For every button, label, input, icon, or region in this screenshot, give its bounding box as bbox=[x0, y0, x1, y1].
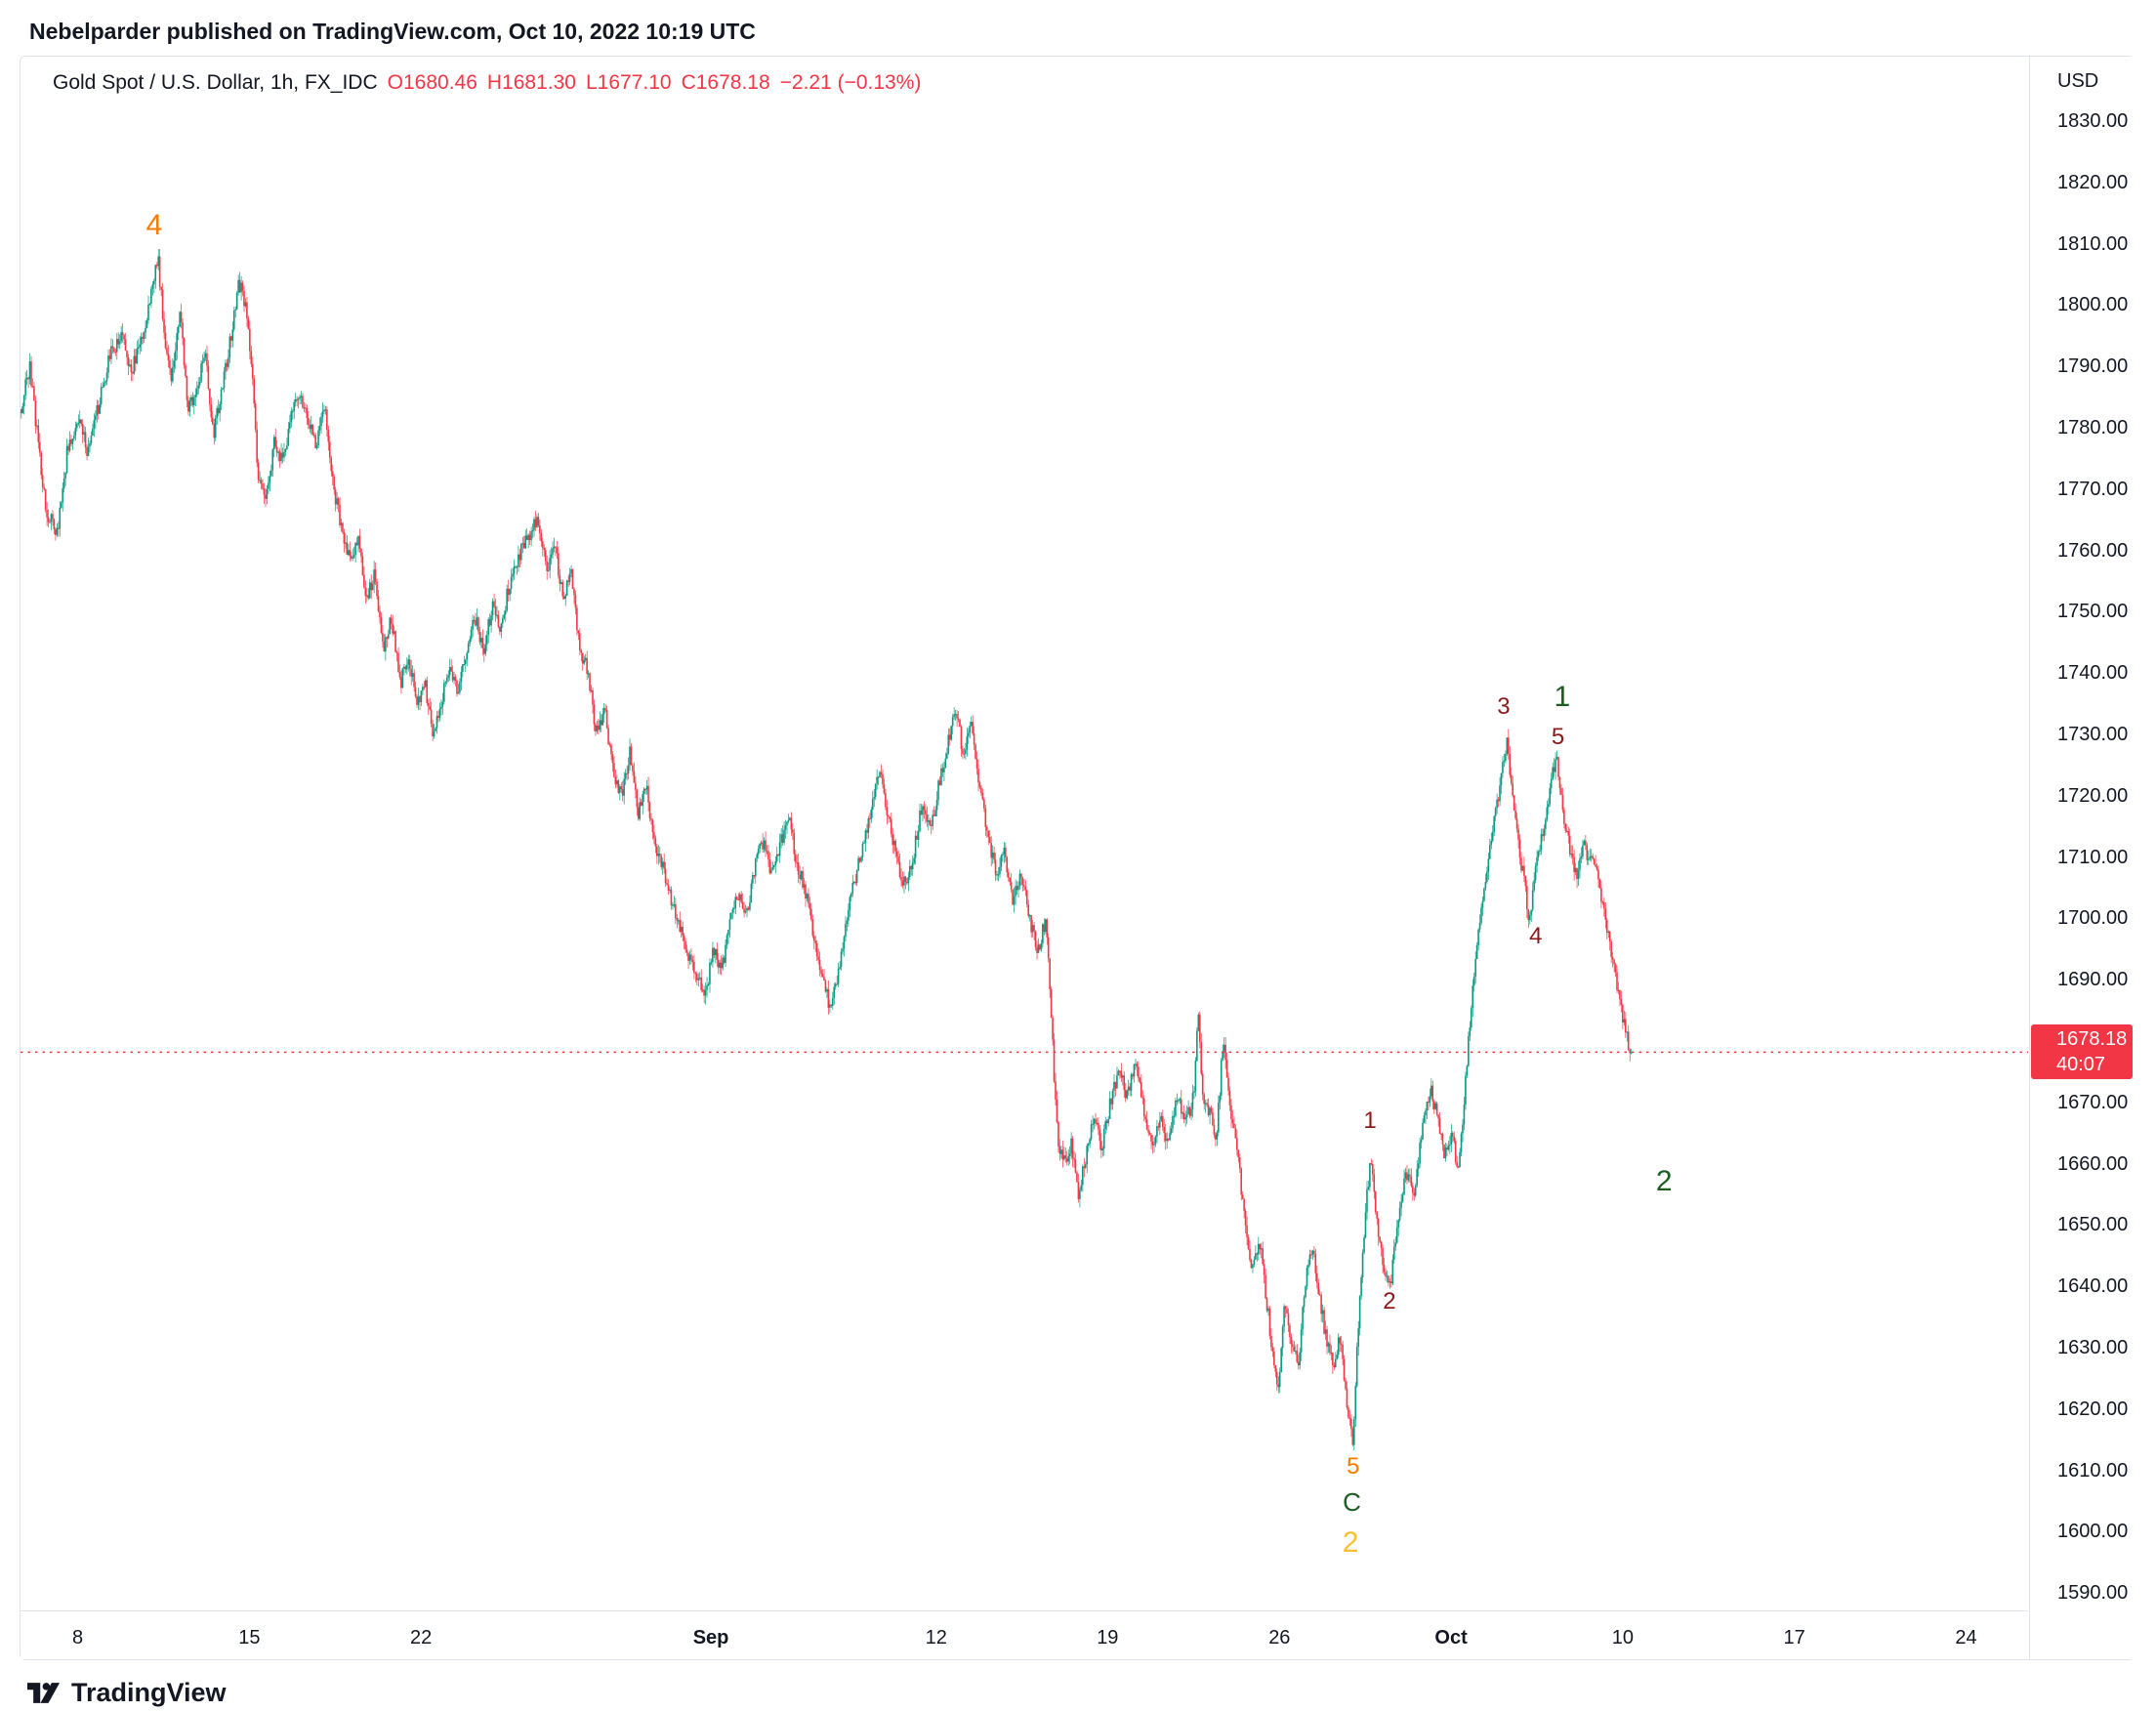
price-tick-label: 1610.00 bbox=[2057, 1459, 2129, 1481]
current-price-value: 1678.18 bbox=[2056, 1028, 2128, 1051]
time-tick-label: 26 bbox=[1268, 1627, 1291, 1648]
price-tick-label: 1740.00 bbox=[2057, 662, 2129, 685]
elliott-wave-label[interactable]: 2 bbox=[1655, 1165, 1673, 1198]
price-tick-label: 1590.00 bbox=[2057, 1582, 2129, 1605]
ohlc-close-value: C1678.18 bbox=[681, 71, 770, 94]
time-tick-label: 22 bbox=[410, 1627, 433, 1648]
price-tick-label: 1780.00 bbox=[2057, 417, 2129, 438]
ohlc-low-value: L1677.10 bbox=[585, 71, 672, 94]
price-change-value: −2.21 (−0.13%) bbox=[779, 71, 922, 94]
chart-card: Gold Spot / U.S. Dollar, 1h, FX_IDC O168… bbox=[20, 56, 2135, 1660]
price-tick-label: 1600.00 bbox=[2057, 1521, 2129, 1543]
price-tick-label: 1800.00 bbox=[2057, 294, 2129, 316]
attribution-text: Nebelparder published on TradingView.com… bbox=[29, 18, 756, 44]
time-tick-label: 19 bbox=[1097, 1627, 1119, 1648]
time-tick-label: 17 bbox=[1783, 1627, 1805, 1648]
elliott-wave-label[interactable]: 1 bbox=[1363, 1106, 1377, 1134]
elliott-wave-label[interactable]: 2 bbox=[1342, 1525, 1359, 1559]
price-tick-label: 1730.00 bbox=[2057, 724, 2129, 745]
attribution-header: Nebelparder published on TradingView.com… bbox=[29, 14, 756, 49]
time-axis[interactable]: 8 15 22 Sep 12 19 26 Oct 10 17 24 bbox=[21, 1610, 2028, 1659]
price-tick-label: 1820.00 bbox=[2057, 171, 2129, 193]
elliott-wave-label[interactable]: 4 bbox=[1529, 923, 1543, 950]
candlestick-chart-canvas[interactable] bbox=[21, 57, 2028, 1610]
price-tick-label: 1630.00 bbox=[2057, 1337, 2129, 1358]
time-tick-label: 12 bbox=[925, 1627, 947, 1648]
elliott-wave-label[interactable]: C bbox=[1343, 1487, 1361, 1518]
countdown-timer: 40:07 bbox=[2056, 1054, 2106, 1076]
ohlc-high-value: H1681.30 bbox=[486, 71, 576, 94]
price-tick-label: 1720.00 bbox=[2057, 784, 2129, 807]
price-tick-label: 1670.00 bbox=[2057, 1091, 2129, 1113]
footer-brand-text[interactable]: TradingView bbox=[71, 1677, 227, 1707]
price-tick-label: 1650.00 bbox=[2057, 1214, 2129, 1236]
price-tick-label: 1710.00 bbox=[2057, 846, 2129, 868]
footer: TradingView bbox=[27, 1674, 227, 1711]
price-tick-label: 1790.00 bbox=[2057, 355, 2129, 378]
symbol-title[interactable]: Gold Spot / U.S. Dollar, 1h, FX_IDC bbox=[53, 71, 378, 94]
chart-legend: Gold Spot / U.S. Dollar, 1h, FX_IDC O168… bbox=[53, 71, 921, 95]
elliott-wave-label[interactable]: 5 bbox=[1551, 724, 1565, 751]
ohlc-open-value: O1680.46 bbox=[387, 71, 477, 94]
price-tick-label: 1760.00 bbox=[2057, 539, 2129, 562]
price-tick-label: 1770.00 bbox=[2057, 478, 2129, 500]
time-tick-label: Sep bbox=[692, 1627, 729, 1648]
time-tick-label: 15 bbox=[238, 1627, 261, 1648]
price-tick-label: 1830.00 bbox=[2057, 110, 2129, 132]
price-tick-label: 1700.00 bbox=[2057, 907, 2129, 930]
elliott-wave-label[interactable]: 1 bbox=[1554, 681, 1571, 714]
elliott-wave-label[interactable]: 4 bbox=[145, 208, 163, 241]
tradingview-logo-icon[interactable] bbox=[27, 1680, 61, 1706]
price-tick-label: 1690.00 bbox=[2057, 969, 2129, 991]
price-tick-label: 1660.00 bbox=[2057, 1152, 2129, 1175]
price-tick-label: 1750.00 bbox=[2057, 601, 2129, 623]
elliott-wave-label[interactable]: 5 bbox=[1347, 1453, 1360, 1481]
currency-label: USD bbox=[2057, 70, 2099, 92]
current-price-tag: 1678.18 40:07 bbox=[2031, 1024, 2133, 1080]
time-tick-label: Oct bbox=[1434, 1627, 1468, 1648]
plot-area: Gold Spot / U.S. Dollar, 1h, FX_IDC O168… bbox=[21, 57, 2028, 1610]
price-tick-label: 1640.00 bbox=[2057, 1275, 2129, 1298]
price-axis[interactable]: USD 1830.00 1820.00 1810.00 1800.00 1790.00 1… bbox=[2029, 57, 2135, 1659]
time-tick-label: 10 bbox=[1611, 1627, 1635, 1648]
price-tick-label: 1810.00 bbox=[2057, 232, 2129, 255]
elliott-wave-label[interactable]: 3 bbox=[1497, 692, 1511, 720]
time-tick-label: 24 bbox=[1955, 1627, 1977, 1648]
elliott-wave-label[interactable]: 2 bbox=[1383, 1287, 1396, 1315]
time-tick-label: 8 bbox=[72, 1627, 84, 1648]
price-tick-label: 1620.00 bbox=[2057, 1398, 2129, 1420]
